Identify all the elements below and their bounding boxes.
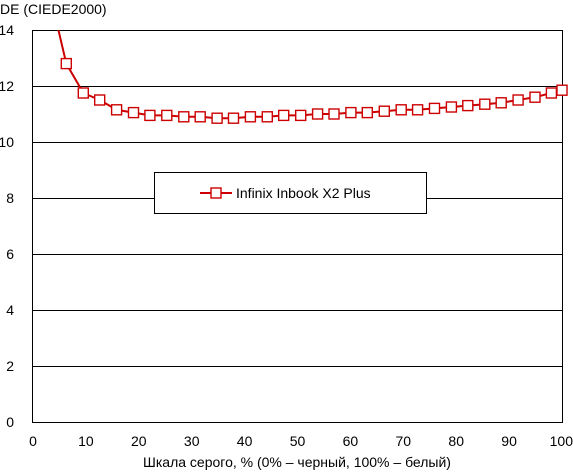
data-point-marker bbox=[227, 112, 240, 124]
data-point-marker bbox=[328, 108, 340, 120]
legend-label: Infinix Inbook X2 Plus bbox=[236, 185, 371, 201]
grid bbox=[33, 86, 562, 367]
x-tick-label: 100 bbox=[550, 433, 573, 449]
y-tick-label: 4 bbox=[6, 302, 14, 318]
x-tick-label: 90 bbox=[501, 433, 517, 449]
data-point-marker bbox=[378, 105, 390, 117]
legend-marker-sample bbox=[210, 187, 222, 199]
y-tick-label: 2 bbox=[6, 358, 14, 374]
legend-box bbox=[154, 172, 427, 214]
data-point-marker bbox=[261, 111, 273, 123]
series-group bbox=[57, 30, 568, 124]
x-axis-title: Шкала серого, % (0% – черный, 100% – бел… bbox=[143, 454, 451, 470]
data-point-marker bbox=[194, 111, 206, 123]
plot-area-border bbox=[32, 30, 563, 423]
data-point-marker bbox=[144, 109, 156, 122]
data-point-marker bbox=[311, 108, 324, 120]
data-point-marker bbox=[244, 111, 257, 123]
y-axis-title: DE (CIEDE2000) bbox=[0, 1, 107, 17]
data-point-marker bbox=[178, 111, 190, 123]
legend: Infinix Inbook X2 Plus bbox=[154, 172, 427, 214]
x-tick-label: 20 bbox=[131, 433, 147, 449]
data-point-marker bbox=[77, 87, 90, 99]
y-tick-label: 6 bbox=[6, 246, 14, 262]
y-tick-label: 8 bbox=[6, 190, 14, 206]
x-tick-label: 70 bbox=[396, 433, 412, 449]
data-point-marker bbox=[60, 57, 72, 70]
data-point-marker bbox=[479, 98, 491, 110]
data-point-marker bbox=[529, 91, 541, 103]
x-tick-labels: 0 10 20 30 40 50 60 70 80 90 100 bbox=[29, 433, 573, 449]
y-tick-label: 12 bbox=[0, 78, 14, 94]
y-tick-label: 14 bbox=[0, 22, 14, 38]
data-point-marker bbox=[445, 101, 458, 113]
data-point-marker bbox=[93, 94, 106, 106]
x-tick-label: 40 bbox=[237, 433, 253, 449]
x-tick-label: 30 bbox=[184, 433, 200, 449]
data-point-marker bbox=[545, 87, 558, 99]
data-point-marker bbox=[428, 102, 441, 115]
data-point-marker bbox=[345, 106, 357, 119]
x-tick-label: 80 bbox=[448, 433, 464, 449]
y-tick-label: 0 bbox=[6, 414, 14, 430]
data-point-marker bbox=[161, 109, 173, 122]
data-point-marker bbox=[211, 112, 223, 124]
data-point-marker bbox=[361, 106, 373, 119]
x-tick-label: 50 bbox=[290, 433, 306, 449]
data-point-marker bbox=[110, 104, 123, 116]
y-tick-labels: 0 2 4 6 8 10 12 14 bbox=[0, 22, 14, 430]
data-point-marker bbox=[295, 109, 307, 122]
x-tick-label: 60 bbox=[343, 433, 359, 449]
data-point-marker bbox=[462, 99, 474, 112]
y-tick-label: 10 bbox=[0, 134, 14, 150]
data-point-marker bbox=[556, 84, 568, 96]
x-tick-label: 0 bbox=[29, 433, 37, 449]
data-point-marker bbox=[512, 94, 524, 106]
data-point-marker bbox=[395, 104, 407, 116]
data-point-marker bbox=[495, 97, 507, 109]
data-point-marker bbox=[278, 109, 290, 122]
x-tick-label: 10 bbox=[78, 433, 94, 449]
data-point-marker bbox=[411, 104, 424, 116]
data-point-marker bbox=[127, 106, 140, 119]
